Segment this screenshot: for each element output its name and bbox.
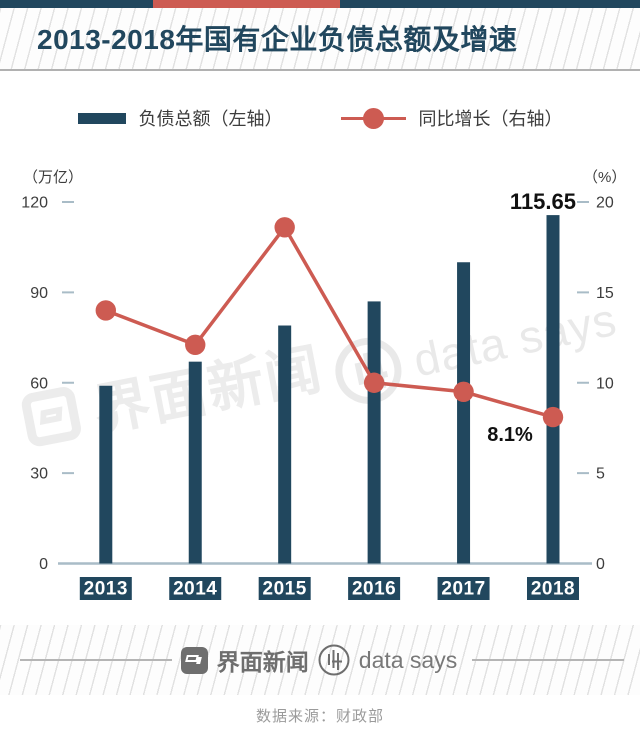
x-axis-label-box-2016 [348, 577, 401, 600]
right-axis-unit-label: （%） [583, 169, 627, 186]
x-axis-label-2013: 2013 [84, 579, 128, 600]
accent-navy-right [340, 0, 640, 8]
accent-red-center [153, 0, 340, 8]
bar-2014 [188, 361, 202, 564]
bar-2017 [457, 262, 471, 564]
left-axis-tick-label: 60 [30, 375, 48, 392]
right-axis-tick-label: 5 [596, 466, 605, 483]
line-marker-2015 [274, 217, 295, 238]
line-marker-2018 [542, 406, 564, 428]
x-axis-label-2016: 2016 [352, 579, 396, 600]
x-axis-label-2018: 2018 [531, 579, 575, 600]
line-marker-2013 [95, 300, 117, 321]
footer-divider-right [472, 659, 625, 661]
left-axis-tick-label: 0 [39, 556, 48, 573]
right-axis-tick-label: 10 [596, 375, 614, 392]
page-title: 2013-2018年国有企业负债总额及增速 [37, 24, 518, 55]
title-band: 2013-2018年国有企业负债总额及增速 [0, 8, 640, 71]
bar-2013 [99, 385, 113, 564]
legend-label-debt: 负债总额（左轴） [138, 109, 283, 129]
accent-navy-left [0, 0, 153, 8]
legend-item-debt: 负债总额（左轴） [77, 105, 283, 131]
line-marker-2017 [453, 381, 474, 402]
data-says-logo-icon [318, 644, 350, 676]
x-axis-label-2017: 2017 [441, 579, 485, 600]
bar-2018 [546, 215, 560, 564]
footer-logo-band: 界面新闻 data says [0, 625, 640, 695]
x-axis-label-box-2014 [169, 577, 222, 600]
left-axis-tick-label: 30 [30, 466, 48, 483]
x-axis-label-2014: 2014 [173, 579, 217, 600]
bar-2015 [278, 325, 292, 564]
top-accent-bar [0, 0, 640, 8]
right-axis-tick-label: 0 [596, 556, 605, 573]
left-axis-tick-label: 120 [21, 195, 48, 212]
jiemian-logo-text: 界面新闻 [216, 649, 309, 675]
bar-value-annotation: 115.65 [510, 189, 576, 214]
data-says-logo-text: data says [358, 646, 458, 673]
data-source-note: 数据来源：财政部 [255, 708, 384, 725]
line-swatch-icon [340, 107, 406, 129]
line-marker-2016 [363, 372, 385, 393]
x-axis-label-2015: 2015 [263, 579, 307, 600]
left-axis-unit-label: （万亿） [23, 169, 84, 186]
legend-item-growth: 同比增长（右轴） [340, 105, 563, 131]
growth-line [105, 224, 554, 419]
left-axis-tick-label: 90 [30, 285, 48, 302]
chart-legend: 负债总额（左轴） 同比增长（右轴） [0, 102, 640, 134]
legend-label-growth: 同比增长（右轴） [418, 109, 563, 129]
right-axis-tick-label: 20 [596, 195, 614, 212]
line-marker-2014 [185, 334, 206, 355]
footer-divider-left [20, 659, 172, 661]
bar-swatch-icon [77, 112, 126, 124]
right-axis-tick-label: 15 [596, 285, 614, 302]
x-axis-label-box-2015 [258, 577, 311, 600]
bar-2016 [367, 301, 381, 564]
line-value-annotation: 8.1% [487, 424, 533, 446]
x-axis-label-box-2013 [79, 577, 132, 600]
jiemian-logo-icon [180, 646, 208, 674]
x-axis-label-box-2017 [437, 577, 490, 600]
x-axis-label-box-2018 [527, 577, 579, 600]
